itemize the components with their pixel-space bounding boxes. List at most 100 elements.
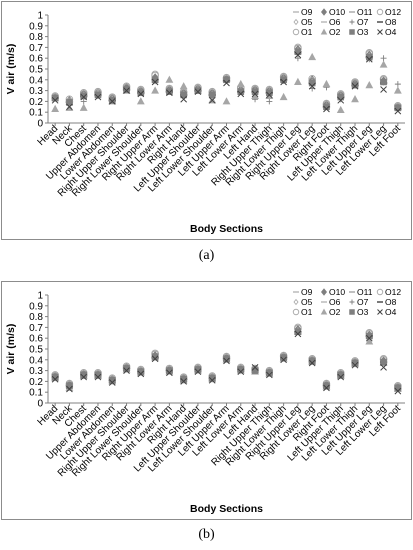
data-point-o7	[80, 98, 87, 105]
data-point-o4	[280, 356, 287, 364]
data-points	[51, 43, 402, 115]
chart-panel-b: 0 0.1 0.2 0.3 0.4 0.5 0.6 0.7 0.8 0.9 1 Head Neck Che…	[1, 281, 412, 520]
data-point-o4	[123, 87, 130, 94]
data-point-o7	[294, 55, 301, 62]
data-point-o4	[80, 93, 88, 101]
legend-label: O2	[329, 307, 341, 317]
data-point-o3	[80, 371, 87, 379]
panel-caption-b: (b)	[198, 527, 215, 542]
data-point-o4	[237, 368, 245, 376]
data-point-o3	[51, 94, 59, 102]
legend-label: O4	[385, 27, 397, 37]
data-point-o4	[223, 79, 230, 87]
data-point-o3	[108, 97, 116, 104]
legend-label: O11	[357, 287, 373, 297]
legend-label: O10	[329, 287, 345, 297]
data-point-o4	[265, 371, 273, 379]
data-point-o3	[194, 87, 202, 94]
data-point-o7	[380, 55, 387, 62]
data-point-o4	[194, 88, 202, 96]
data-point-o3	[323, 382, 330, 390]
data-point-o3	[137, 89, 145, 97]
data-point-o4	[123, 367, 130, 374]
legend-label: O2	[329, 27, 341, 37]
y-tick-label: 0.3	[29, 366, 43, 377]
legend: O9 O10 O11 O12 O5 O6 O7 O8 O1 O2 O3 O4	[292, 287, 401, 317]
data-point-o3	[137, 368, 145, 375]
legend-label: O1	[301, 307, 313, 317]
data-point-o4	[294, 330, 302, 338]
legend-label: O6	[329, 297, 341, 307]
data-point-o4	[323, 384, 330, 392]
data-point-o4	[337, 373, 345, 381]
y-tick-label: 0.4	[29, 75, 43, 86]
data-point-o4	[94, 93, 102, 101]
legend-label: O12	[385, 7, 401, 17]
data-point-o4	[323, 105, 330, 113]
legend-label: O4	[385, 307, 397, 317]
y-tick-label: 0.7	[29, 323, 43, 334]
legend-label: O8	[385, 297, 397, 307]
x-axis-title: Body Sections	[190, 503, 263, 515]
data-point-o3	[194, 366, 202, 373]
legend-marker-o5	[293, 298, 299, 306]
legend-label: O7	[357, 297, 369, 307]
data-point-o3	[394, 104, 402, 112]
y-tick-label: 0.9	[29, 21, 43, 32]
y-tick-label: 0.2	[29, 97, 43, 108]
y-tick-label: 0.1	[29, 388, 43, 399]
data-point-o4	[66, 385, 73, 393]
y-tick-label: 1	[37, 291, 43, 302]
data-point-o4	[180, 95, 188, 103]
y-tick-label: 0.5	[29, 345, 43, 356]
data-point-o3	[237, 88, 245, 95]
y-tick-label: 0.6	[29, 54, 43, 65]
y-tick-label: 0.8	[29, 312, 43, 323]
legend-label: O9	[301, 7, 313, 17]
data-point-o2	[351, 95, 359, 103]
data-point-o2	[365, 337, 374, 345]
data-point-o2	[51, 104, 60, 112]
legend-label: O3	[357, 27, 369, 37]
panel-caption-a: (a)	[198, 248, 215, 263]
data-point-o3	[251, 88, 259, 95]
data-point-o3	[366, 53, 373, 61]
legend-marker-o12	[376, 8, 384, 16]
data-points	[51, 323, 402, 395]
data-point-o3	[151, 353, 159, 360]
data-point-o4	[194, 368, 202, 376]
data-point-o3	[66, 99, 73, 106]
data-point-o4	[108, 98, 116, 105]
data-point-o3	[180, 91, 187, 99]
scatter-chart-a: 00.10.20.30.40.50.60.70.80.91HeadNeckChe…	[5, 7, 405, 235]
data-point-o2	[236, 79, 245, 88]
data-point-o3	[151, 76, 159, 84]
y-axis-title: V air (m/s)	[5, 44, 17, 95]
data-point-o2	[136, 97, 145, 105]
data-point-o4	[294, 51, 302, 59]
data-point-o3	[51, 373, 59, 381]
legend-marker-o3	[349, 309, 355, 315]
data-point-o2	[151, 86, 159, 94]
data-point-o4	[108, 379, 116, 386]
legend-marker-o2	[320, 308, 328, 315]
data-point-o3	[294, 328, 302, 336]
data-point-o4	[80, 373, 88, 381]
data-point-o4	[237, 90, 245, 98]
data-point-o2	[379, 60, 388, 68]
y-tick-label: 0.4	[29, 355, 43, 366]
x-axis-title: Body Sections	[190, 223, 263, 235]
data-point-o3	[237, 366, 245, 373]
data-point-o2	[294, 77, 302, 85]
data-point-o2	[179, 82, 188, 90]
data-point-o3	[280, 76, 287, 84]
data-point-o2	[308, 52, 317, 61]
y-tick-label: 0	[37, 119, 43, 130]
y-tick-label: 1	[37, 11, 43, 22]
legend-marker-o1	[292, 308, 300, 316]
data-point-o4	[166, 369, 173, 377]
data-point-o3	[351, 81, 359, 89]
data-point-o4	[223, 357, 230, 365]
legend-label: O9	[301, 287, 313, 297]
y-tick-label: 0.8	[29, 32, 43, 43]
